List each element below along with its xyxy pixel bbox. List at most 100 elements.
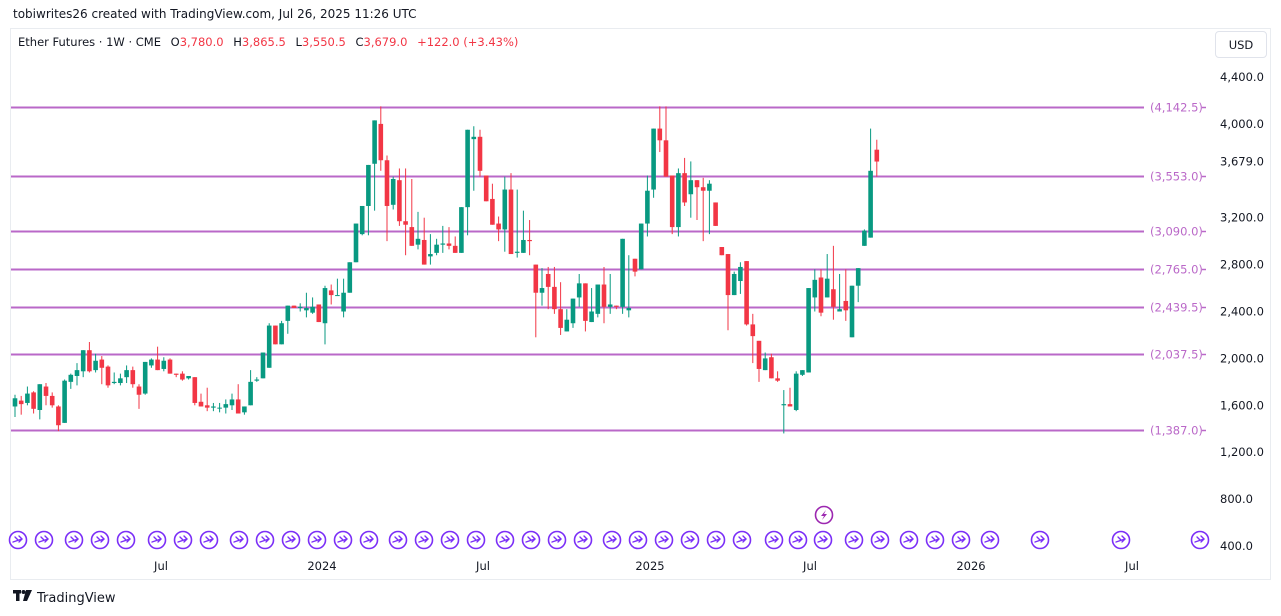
candle[interactable] bbox=[12, 394, 18, 418]
candle[interactable] bbox=[136, 384, 142, 409]
event-arrow-icon[interactable] bbox=[980, 530, 1000, 550]
candle[interactable] bbox=[651, 128, 656, 198]
candle[interactable] bbox=[576, 273, 582, 307]
candle[interactable] bbox=[328, 284, 334, 305]
candle[interactable] bbox=[421, 217, 427, 265]
event-arrow-icon[interactable] bbox=[281, 530, 301, 550]
candle[interactable] bbox=[744, 261, 749, 326]
candle[interactable] bbox=[725, 254, 731, 331]
candle[interactable] bbox=[390, 176, 396, 210]
candle[interactable] bbox=[279, 320, 284, 345]
candle[interactable] bbox=[235, 384, 241, 414]
event-arrow-icon[interactable] bbox=[173, 530, 193, 550]
candle[interactable] bbox=[223, 399, 229, 414]
event-arrow-icon[interactable] bbox=[788, 530, 808, 550]
event-arrow-icon[interactable] bbox=[64, 530, 84, 550]
candle[interactable] bbox=[403, 168, 408, 256]
event-arrow-icon[interactable] bbox=[680, 530, 700, 550]
candle[interactable] bbox=[56, 405, 61, 432]
candle[interactable] bbox=[173, 373, 179, 378]
event-arrow-icon[interactable] bbox=[495, 530, 515, 550]
candle[interactable] bbox=[812, 269, 818, 312]
candle[interactable] bbox=[620, 238, 625, 314]
candle[interactable] bbox=[465, 129, 470, 236]
candle[interactable] bbox=[855, 268, 861, 303]
candle[interactable] bbox=[781, 390, 787, 434]
candle[interactable] bbox=[155, 346, 160, 371]
candle[interactable] bbox=[700, 177, 706, 242]
candle[interactable] bbox=[694, 180, 700, 221]
event-arrow-icon[interactable] bbox=[844, 530, 864, 550]
price-axis[interactable]: 4,400.0 4,000.0 3,200.0 2,800.0 2,400.0 2,000… bbox=[1220, 70, 1264, 553]
currency-button[interactable]: USD bbox=[1215, 31, 1267, 58]
candle[interactable] bbox=[750, 313, 756, 364]
event-arrow-icon[interactable] bbox=[116, 530, 136, 550]
candle[interactable] bbox=[359, 205, 365, 236]
candle[interactable] bbox=[589, 288, 594, 323]
candle[interactable] bbox=[837, 273, 842, 312]
candle[interactable] bbox=[719, 247, 725, 256]
candle[interactable] bbox=[682, 157, 687, 206]
candle[interactable] bbox=[111, 372, 117, 385]
candle[interactable] bbox=[713, 202, 718, 226]
candle[interactable] bbox=[490, 183, 495, 225]
candle[interactable] bbox=[105, 365, 111, 388]
event-arrow-icon[interactable] bbox=[764, 530, 784, 550]
candle[interactable] bbox=[738, 262, 743, 294]
candle[interactable] bbox=[787, 387, 793, 407]
candle[interactable] bbox=[130, 366, 136, 388]
event-arrow-icon[interactable] bbox=[414, 530, 434, 550]
candle[interactable] bbox=[31, 391, 36, 414]
candle[interactable] bbox=[564, 309, 570, 332]
candle[interactable] bbox=[397, 168, 402, 226]
candle[interactable] bbox=[273, 325, 278, 345]
candle[interactable] bbox=[533, 264, 539, 338]
candle[interactable] bbox=[310, 297, 315, 314]
event-arrow-icon[interactable] bbox=[870, 530, 890, 550]
candle[interactable] bbox=[248, 370, 253, 406]
event-markers[interactable] bbox=[8, 505, 1210, 550]
candle[interactable] bbox=[731, 271, 737, 296]
candle[interactable] bbox=[372, 120, 377, 211]
candle[interactable] bbox=[353, 223, 359, 263]
candle[interactable] bbox=[632, 258, 638, 277]
candle[interactable] bbox=[99, 356, 105, 385]
candle[interactable] bbox=[607, 273, 613, 314]
event-arrow-icon[interactable] bbox=[1111, 530, 1131, 550]
candle[interactable] bbox=[762, 352, 768, 371]
event-arrow-icon[interactable] bbox=[199, 530, 219, 550]
event-arrow-icon[interactable] bbox=[1030, 530, 1050, 550]
tradingview-brand[interactable]: TradingView bbox=[13, 590, 116, 606]
candle[interactable] bbox=[527, 220, 532, 256]
event-arrow-icon[interactable] bbox=[573, 530, 593, 550]
candle[interactable] bbox=[229, 393, 235, 410]
candle[interactable] bbox=[843, 269, 849, 321]
event-arrow-icon[interactable] bbox=[547, 530, 567, 550]
candle[interactable] bbox=[614, 305, 619, 310]
candle[interactable] bbox=[638, 223, 644, 270]
candle[interactable] bbox=[434, 238, 439, 256]
candle[interactable] bbox=[260, 352, 266, 379]
candle[interactable] bbox=[242, 406, 247, 415]
candle[interactable] bbox=[769, 353, 774, 379]
event-arrow-icon[interactable] bbox=[899, 530, 919, 550]
candle[interactable] bbox=[601, 266, 607, 324]
event-arrow-icon[interactable] bbox=[440, 530, 460, 550]
candle[interactable] bbox=[316, 304, 322, 323]
event-arrow-icon[interactable] bbox=[706, 530, 726, 550]
candle[interactable] bbox=[570, 298, 576, 328]
candle[interactable] bbox=[49, 392, 55, 408]
candle[interactable] bbox=[142, 361, 148, 395]
candle[interactable] bbox=[663, 106, 669, 177]
event-arrow-icon[interactable] bbox=[307, 530, 327, 550]
candle[interactable] bbox=[793, 371, 799, 412]
event-arrow-icon[interactable] bbox=[90, 530, 110, 550]
candle[interactable] bbox=[440, 225, 446, 253]
candle[interactable] bbox=[211, 402, 216, 412]
candle[interactable] bbox=[149, 358, 154, 368]
candle[interactable] bbox=[347, 262, 353, 293]
candle[interactable] bbox=[322, 285, 328, 345]
candle[interactable] bbox=[676, 168, 681, 237]
event-arrow-icon[interactable] bbox=[521, 530, 541, 550]
